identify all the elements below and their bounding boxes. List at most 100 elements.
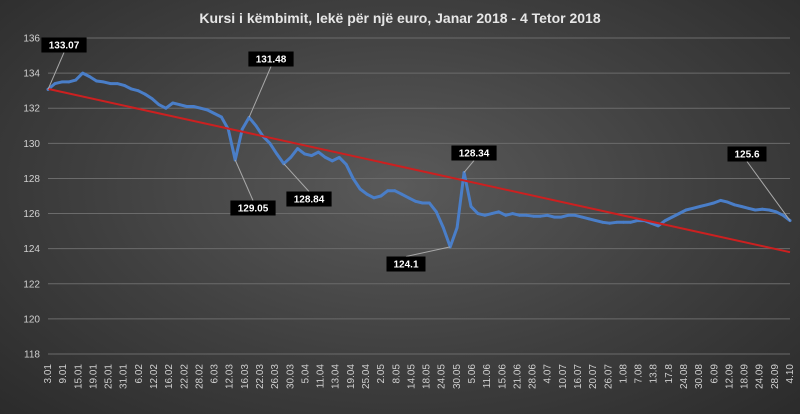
data-point [102, 80, 105, 84]
data-point [122, 84, 126, 87]
data-point [566, 213, 570, 217]
data-point [622, 220, 625, 224]
data-point [670, 215, 674, 219]
data-point [705, 203, 709, 207]
x-tick-label: 15.06 [497, 364, 508, 389]
x-tick-label: 19.04 [346, 364, 357, 389]
y-tick-label: 122 [23, 279, 40, 290]
x-tick-label: 26.07 [603, 364, 614, 389]
x-tick-label: 10.07 [558, 364, 569, 389]
data-point [386, 189, 390, 193]
data-point [594, 219, 598, 223]
data-point [178, 103, 182, 107]
data-point [185, 105, 189, 108]
data-point [691, 206, 695, 210]
annotation-box [386, 256, 426, 272]
x-tick-label: 9.01 [58, 364, 69, 384]
data-point [615, 220, 618, 224]
data-label: 125.6 [734, 150, 759, 161]
data-point [254, 124, 258, 128]
annotation-leader [746, 161, 791, 221]
x-tick-label: 18.05 [422, 364, 433, 389]
y-tick-label: 130 [23, 139, 40, 150]
data-label: 133.07 [49, 41, 80, 52]
data-label: 131.48 [256, 55, 287, 66]
data-point [344, 163, 348, 166]
annotation-box [451, 145, 497, 161]
data-point [781, 213, 785, 217]
data-point [684, 208, 688, 212]
y-tick-label: 126 [23, 209, 40, 220]
data-label: 128.34 [459, 149, 490, 160]
data-point [580, 215, 584, 219]
data-point [171, 101, 175, 105]
annotation-leader [234, 159, 254, 201]
data-point [303, 152, 306, 156]
y-tick-label: 128 [23, 174, 40, 185]
data-point [774, 210, 778, 214]
data-point [726, 200, 729, 204]
data-point [712, 201, 716, 205]
trendline [47, 87, 791, 254]
data-point [767, 208, 771, 212]
data-point [358, 187, 362, 191]
data-point [483, 213, 487, 217]
data-point [747, 206, 750, 210]
x-tick-label: 22.03 [255, 364, 266, 389]
data-point [629, 220, 632, 224]
data-point [608, 221, 612, 225]
data-label: 129.05 [238, 204, 269, 215]
x-tick-label: 24.05 [437, 364, 448, 389]
x-tick-label: 12.03 [225, 364, 236, 389]
data-point [60, 80, 64, 84]
x-tick-label: 28.06 [528, 364, 539, 389]
annotation-box [248, 51, 294, 67]
data-point [372, 196, 376, 200]
data-point [414, 199, 417, 203]
data-point [434, 210, 438, 214]
x-tick-label: 8.05 [391, 364, 402, 384]
data-point [677, 212, 681, 216]
x-tick-label: 14.05 [406, 364, 417, 389]
x-tick-label: 28.09 [770, 364, 781, 389]
data-point [663, 219, 667, 223]
trendline-group [47, 87, 791, 254]
data-point [573, 213, 577, 217]
x-tick-label: 5.04 [300, 364, 311, 384]
data-point [324, 156, 327, 159]
data-point [317, 150, 320, 154]
chart-title: Kursi i këmbimit, lekë për një euro, Jan… [199, 10, 600, 26]
data-point [490, 212, 494, 216]
annotation-leader [463, 160, 475, 173]
data-point [351, 177, 355, 180]
data-point [760, 207, 764, 211]
annotation-leader [405, 246, 451, 257]
x-tick-label: 30.08 [694, 364, 705, 389]
x-tick-label: 19.01 [88, 364, 99, 389]
y-tick-label: 120 [23, 314, 40, 325]
data-point [455, 226, 459, 230]
data-point [115, 82, 119, 85]
data-point [559, 215, 563, 219]
data-point [74, 78, 78, 82]
annotation-box [230, 200, 276, 216]
data-point [469, 205, 473, 208]
x-tick-label: 16.02 [164, 364, 175, 389]
x-tick-label: 5.06 [467, 364, 478, 384]
y-tick-label: 134 [23, 69, 40, 80]
data-point [636, 219, 639, 223]
x-tick-label: 6.09 [709, 364, 720, 384]
data-point [67, 80, 71, 84]
data-point [268, 141, 272, 145]
data-point [310, 154, 313, 158]
data-point [240, 127, 244, 131]
x-tick-label: 4.07 [543, 364, 554, 384]
x-tick-label: 4.10 [785, 364, 796, 384]
annotation-leader [248, 66, 272, 118]
data-point [441, 226, 445, 230]
data-point [719, 199, 723, 202]
data-point [289, 156, 293, 159]
x-tick-label: 6.02 [134, 364, 145, 384]
data-point [698, 205, 702, 208]
